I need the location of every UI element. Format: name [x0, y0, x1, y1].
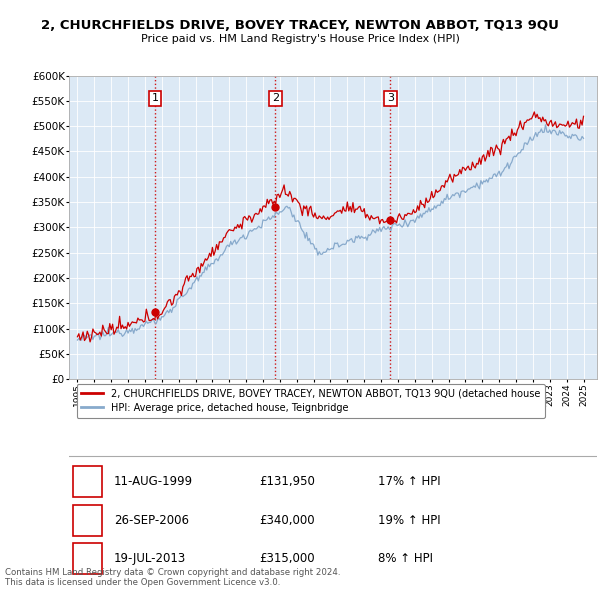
FancyBboxPatch shape [73, 466, 102, 497]
Legend: 2, CHURCHFIELDS DRIVE, BOVEY TRACEY, NEWTON ABBOT, TQ13 9QU (detached house, HPI: 2, CHURCHFIELDS DRIVE, BOVEY TRACEY, NEW… [77, 384, 545, 418]
Text: 19-JUL-2013: 19-JUL-2013 [114, 552, 186, 565]
Text: 2: 2 [84, 514, 92, 527]
Text: 1: 1 [152, 93, 159, 103]
Text: 3: 3 [84, 552, 92, 565]
Text: 17% ↑ HPI: 17% ↑ HPI [378, 475, 440, 488]
Text: £131,950: £131,950 [259, 475, 315, 488]
FancyBboxPatch shape [73, 543, 102, 574]
Text: £340,000: £340,000 [259, 514, 315, 527]
Text: 11-AUG-1999: 11-AUG-1999 [114, 475, 193, 488]
Text: 2, CHURCHFIELDS DRIVE, BOVEY TRACEY, NEWTON ABBOT, TQ13 9QU: 2, CHURCHFIELDS DRIVE, BOVEY TRACEY, NEW… [41, 19, 559, 32]
Text: 3: 3 [387, 93, 394, 103]
Text: 19% ↑ HPI: 19% ↑ HPI [378, 514, 440, 527]
Text: 26-SEP-2006: 26-SEP-2006 [114, 514, 189, 527]
Text: 8% ↑ HPI: 8% ↑ HPI [378, 552, 433, 565]
Text: 1: 1 [84, 475, 92, 488]
Text: 2: 2 [272, 93, 279, 103]
Text: £315,000: £315,000 [259, 552, 315, 565]
FancyBboxPatch shape [73, 504, 102, 536]
Text: Price paid vs. HM Land Registry's House Price Index (HPI): Price paid vs. HM Land Registry's House … [140, 34, 460, 44]
Text: Contains HM Land Registry data © Crown copyright and database right 2024.
This d: Contains HM Land Registry data © Crown c… [5, 568, 340, 587]
